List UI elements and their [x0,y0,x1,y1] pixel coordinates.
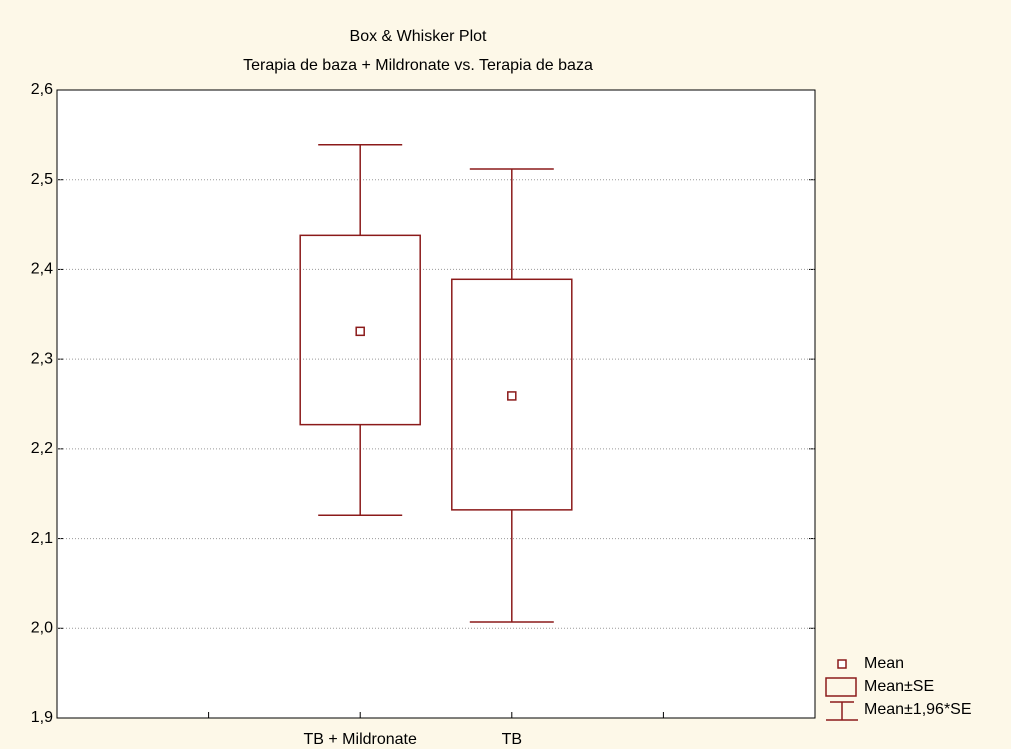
mean-marker [507,391,517,401]
y-tick-label: 2,6 [31,81,53,98]
y-tick-label: 2,2 [31,440,53,457]
legend-label: Mean±1,96*SE [864,701,972,718]
y-tick-label: 1,9 [31,709,53,726]
plot-area [56,89,816,719]
x-tick-label: TB [502,731,522,748]
legend-label: Mean±SE [864,678,934,695]
mean-marker [355,326,365,337]
chart-title: Box & Whisker Plot [350,28,487,45]
y-tick-label: 2,4 [31,261,53,278]
box [299,234,421,426]
box [451,278,573,511]
y-tick-label: 2,1 [31,530,53,547]
y-tick-label: 2,5 [31,171,53,188]
chart-subtitle: Terapia de baza + Mildronate vs. Terapia… [243,57,593,74]
legend-label: Mean [864,655,904,672]
legend-swatch [837,659,847,669]
legend-swatch [825,677,857,697]
y-tick-label: 2,3 [31,350,53,367]
x-tick-label: TB + Mildronate [304,731,417,748]
y-tick-label: 2,0 [31,620,53,637]
